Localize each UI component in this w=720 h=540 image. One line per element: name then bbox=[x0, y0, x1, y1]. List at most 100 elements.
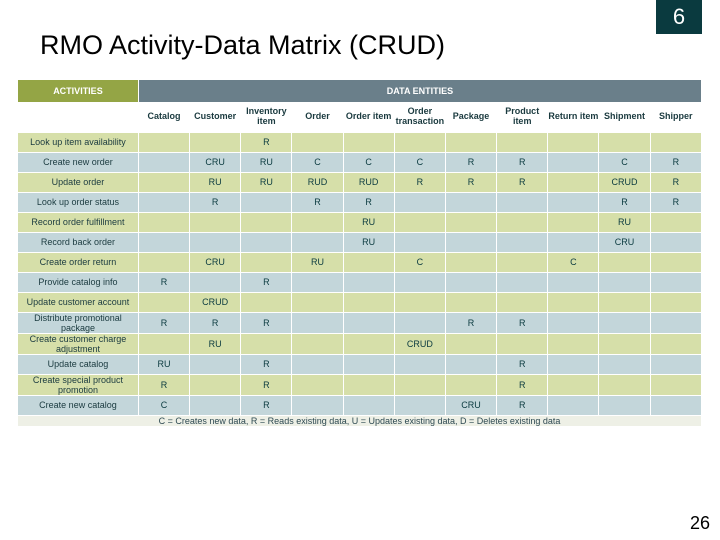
crud-cell bbox=[548, 212, 599, 232]
crud-cell: RU bbox=[343, 212, 394, 232]
crud-cell: RU bbox=[241, 152, 292, 172]
crud-cell bbox=[241, 252, 292, 272]
crud-cell: R bbox=[497, 395, 548, 415]
crud-cell bbox=[394, 272, 445, 292]
crud-cell: R bbox=[497, 374, 548, 395]
table-header: ACTIVITIES DATA ENTITIES Catalog Custome… bbox=[18, 80, 702, 132]
crud-cell bbox=[650, 354, 701, 374]
crud-cell bbox=[445, 374, 496, 395]
activity-label: Create customer charge adjustment bbox=[18, 333, 138, 354]
crud-cell bbox=[650, 292, 701, 312]
table-row: Update catalogRURR bbox=[18, 354, 702, 374]
table-row: Update orderRURURUDRUDRRRCRUDR bbox=[18, 172, 702, 192]
crud-cell: RUD bbox=[292, 172, 343, 192]
crud-cell: R bbox=[650, 192, 701, 212]
crud-cell bbox=[497, 292, 548, 312]
crud-cell bbox=[650, 232, 701, 252]
crud-cell bbox=[394, 374, 445, 395]
activity-label: Provide catalog info bbox=[18, 272, 138, 292]
crud-cell bbox=[599, 312, 650, 333]
crud-cell: C bbox=[394, 252, 445, 272]
crud-cell bbox=[292, 354, 343, 374]
crud-cell: R bbox=[445, 172, 496, 192]
crud-cell: C bbox=[394, 152, 445, 172]
crud-cell bbox=[650, 374, 701, 395]
crud-cell bbox=[292, 132, 343, 152]
crud-cell bbox=[343, 374, 394, 395]
crud-cell bbox=[548, 292, 599, 312]
crud-cell: C bbox=[138, 395, 189, 415]
crud-cell bbox=[343, 395, 394, 415]
crud-cell: R bbox=[394, 172, 445, 192]
crud-cell bbox=[190, 132, 241, 152]
crud-cell bbox=[599, 272, 650, 292]
crud-cell bbox=[394, 312, 445, 333]
crud-cell bbox=[138, 172, 189, 192]
crud-cell bbox=[497, 272, 548, 292]
crud-cell: R bbox=[599, 192, 650, 212]
crud-cell bbox=[548, 152, 599, 172]
crud-cell: C bbox=[343, 152, 394, 172]
crud-cell bbox=[445, 192, 496, 212]
crud-cell bbox=[599, 252, 650, 272]
crud-cell bbox=[292, 272, 343, 292]
crud-cell bbox=[241, 232, 292, 252]
crud-cell bbox=[138, 192, 189, 212]
crud-cell bbox=[497, 333, 548, 354]
crud-cell bbox=[599, 374, 650, 395]
crud-cell bbox=[138, 132, 189, 152]
col-return-item: Return item bbox=[548, 102, 599, 132]
crud-cell bbox=[650, 312, 701, 333]
crud-cell bbox=[497, 212, 548, 232]
crud-cell: CRUD bbox=[599, 172, 650, 192]
crud-cell: R bbox=[241, 312, 292, 333]
crud-cell bbox=[599, 333, 650, 354]
crud-cell: RU bbox=[138, 354, 189, 374]
crud-cell bbox=[394, 132, 445, 152]
activity-label: Record order fulfillment bbox=[18, 212, 138, 232]
crud-cell bbox=[650, 212, 701, 232]
crud-cell bbox=[394, 292, 445, 312]
crud-cell bbox=[548, 232, 599, 252]
crud-cell bbox=[497, 132, 548, 152]
crud-cell bbox=[190, 272, 241, 292]
table-row: Update customer accountCRUD bbox=[18, 292, 702, 312]
table-row: Distribute promotional packageRRRRR bbox=[18, 312, 702, 333]
crud-cell bbox=[445, 252, 496, 272]
col-order-item: Order item bbox=[343, 102, 394, 132]
col-inventory-item: Inventory item bbox=[241, 102, 292, 132]
crud-cell bbox=[548, 333, 599, 354]
table-row: Create order returnCRURUCC bbox=[18, 252, 702, 272]
crud-cell bbox=[343, 354, 394, 374]
chapter-badge: 6 bbox=[656, 0, 702, 34]
crud-cell bbox=[138, 252, 189, 272]
crud-cell: R bbox=[241, 354, 292, 374]
crud-cell bbox=[343, 132, 394, 152]
table-row: Record order fulfillmentRURU bbox=[18, 212, 702, 232]
crud-cell bbox=[343, 272, 394, 292]
crud-cell bbox=[445, 132, 496, 152]
crud-cell bbox=[190, 374, 241, 395]
activity-label: Create order return bbox=[18, 252, 138, 272]
crud-cell bbox=[445, 333, 496, 354]
crud-cell: R bbox=[138, 374, 189, 395]
activity-label: Update catalog bbox=[18, 354, 138, 374]
crud-cell bbox=[445, 272, 496, 292]
legend: C = Creates new data, R = Reads existing… bbox=[18, 415, 702, 426]
crud-cell: R bbox=[497, 312, 548, 333]
crud-cell: R bbox=[190, 192, 241, 212]
crud-cell: RUD bbox=[343, 172, 394, 192]
crud-table: ACTIVITIES DATA ENTITIES Catalog Custome… bbox=[18, 80, 702, 427]
crud-cell bbox=[445, 232, 496, 252]
crud-cell bbox=[445, 292, 496, 312]
crud-cell bbox=[292, 395, 343, 415]
crud-cell bbox=[190, 232, 241, 252]
crud-cell bbox=[138, 333, 189, 354]
col-product-item: Product item bbox=[497, 102, 548, 132]
crud-cell: R bbox=[241, 272, 292, 292]
crud-cell bbox=[138, 232, 189, 252]
activity-label: Record back order bbox=[18, 232, 138, 252]
crud-cell: R bbox=[190, 312, 241, 333]
crud-cell: CRUD bbox=[190, 292, 241, 312]
crud-cell bbox=[497, 232, 548, 252]
